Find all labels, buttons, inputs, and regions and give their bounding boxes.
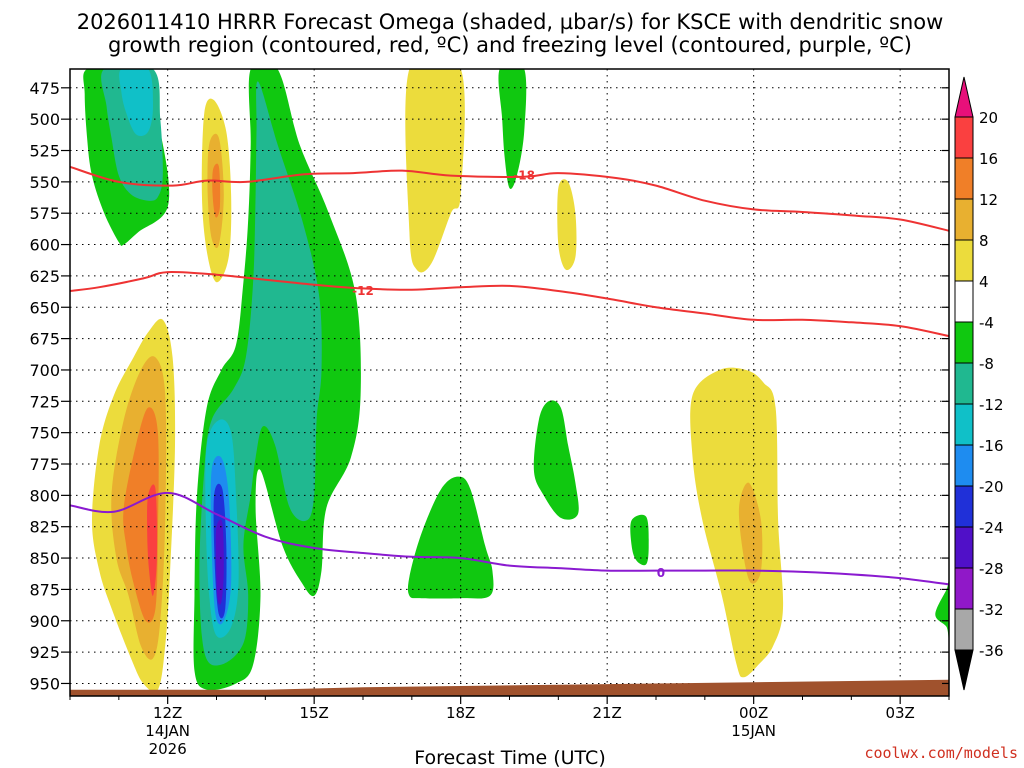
x-tick-date: 14JAN: [145, 722, 190, 740]
y-tick-label: 700: [29, 361, 60, 380]
omega-region-ascent-upper-thin: [498, 69, 527, 189]
y-tick-label: 600: [29, 236, 60, 255]
colorbar-over-arrow: [954, 76, 974, 118]
x-tick-year: 2026: [149, 740, 187, 758]
contour-dendritic-bottom: [70, 270, 949, 338]
y-tick-label: 675: [29, 330, 60, 349]
omega-region-ascent-main-indigo: [215, 519, 224, 605]
omega-shading-layer: [83, 69, 949, 693]
contour-label-dendritic-top: -18: [513, 169, 535, 183]
y-tick-label: 650: [29, 298, 60, 317]
x-tick-label: 12Z: [153, 704, 182, 722]
colorbar-bin: [954, 157, 974, 200]
plot-area: -18 -12 0: [70, 69, 949, 696]
omega-region-descent-upper-20z: [557, 179, 577, 271]
colorbar-label: -12: [979, 396, 1004, 414]
contour-dendritic-top: [70, 165, 949, 232]
y-tick-label: 825: [29, 518, 60, 537]
y-tick-label: 625: [29, 267, 60, 286]
x-tick-label: 03Z: [885, 704, 914, 722]
colorbar-bin: [954, 608, 974, 651]
contour-label-freezing-level: 0: [657, 566, 665, 580]
colorbar-bin: [954, 485, 974, 528]
colorbar-label: -8: [979, 355, 994, 373]
y-tick-label: 900: [29, 612, 60, 631]
colorbar-label: -32: [979, 601, 1004, 619]
colorbar-bin: [954, 526, 974, 569]
y-tick-label: 525: [29, 142, 60, 161]
colorbar-bin: [954, 198, 974, 241]
contour-label-dendritic-bottom: -12: [352, 284, 374, 298]
omega-region-ascent-mid-1: [407, 476, 494, 599]
colorbar-label: 4: [979, 273, 989, 291]
colorbar-under-arrow: [954, 649, 974, 691]
colorbar-bin: [954, 444, 974, 487]
y-tick-label: 850: [29, 549, 60, 568]
colorbar-bin: [954, 116, 974, 159]
omega-region-descent-early-red: [147, 484, 158, 596]
colorbar-bin: [954, 403, 974, 446]
colorbar-label: -28: [979, 560, 1004, 578]
x-tick-label: 21Z: [592, 704, 621, 722]
x-tick-label: 00Z: [739, 704, 768, 722]
colorbar-label: -20: [979, 478, 1004, 496]
chart-title-line-1: 2026011410 HRRR Forecast Omega (shaded, …: [77, 10, 944, 34]
colorbar-label: 8: [979, 232, 989, 250]
x-tick-label: 15Z: [299, 704, 328, 722]
y-tick-label: 950: [29, 674, 60, 693]
omega-region-descent-upper-17z: [405, 69, 465, 273]
contour-freezing-level: [70, 491, 949, 586]
x-axis-label: Forecast Time (UTC): [414, 747, 605, 768]
y-tick-label: 775: [29, 455, 60, 474]
omega-region-ascent-far-right: [935, 579, 949, 642]
y-tick-label: 725: [29, 392, 60, 411]
colorbar-label: 16: [979, 150, 998, 168]
colorbar-bin: [954, 567, 974, 610]
colorbar-bin: [954, 239, 974, 282]
colorbar-bin: [954, 280, 974, 323]
terrain-layer: [70, 679, 949, 696]
y-tick-label: 500: [29, 110, 60, 129]
y-tick-label: 925: [29, 643, 60, 662]
omega-region-ascent-mid-3: [630, 514, 649, 566]
omega-region-ascent-mid-2: [533, 400, 579, 520]
contour-layer: -18 -12 0: [70, 165, 949, 586]
omega-region-ascent-early-upper-cyan: [119, 69, 154, 136]
colorbar-label: 20: [979, 109, 998, 127]
omega-region-descent-late-yellow: [690, 367, 784, 678]
chart-title-line-2: growth region (contoured, red, ºC) and f…: [108, 33, 912, 57]
colorbar-label: -24: [979, 519, 1004, 537]
y-axis: 475 500 525 550 575 600 625 650 675 700 725 750 775 8…: [29, 79, 949, 693]
colorbar-label: -16: [979, 437, 1004, 455]
y-tick-label: 750: [29, 424, 60, 443]
x-tick-date: 15JAN: [731, 722, 776, 740]
colorbar-label: 12: [979, 191, 998, 209]
y-tick-label: 800: [29, 486, 60, 505]
x-tick-label: 18Z: [446, 704, 475, 722]
colorbar: 20 16 12 8 4 -4 -8 -12 -16 -20 -24 -28 -32 -36: [954, 76, 1004, 691]
omega-region-descent-upper-col-orange: [212, 163, 221, 218]
credit-link[interactable]: coolwx.com/models: [864, 744, 1018, 762]
y-tick-label: 875: [29, 580, 60, 599]
colorbar-bin: [954, 362, 974, 405]
y-tick-label: 475: [29, 79, 60, 98]
y-tick-label: 575: [29, 204, 60, 223]
terrain-surface: [70, 679, 949, 696]
colorbar-label: -4: [979, 314, 994, 332]
colorbar-label: -36: [979, 642, 1004, 660]
colorbar-bin: [954, 321, 974, 364]
y-tick-label: 550: [29, 173, 60, 192]
omega-region-descent-late-gold: [738, 482, 763, 584]
